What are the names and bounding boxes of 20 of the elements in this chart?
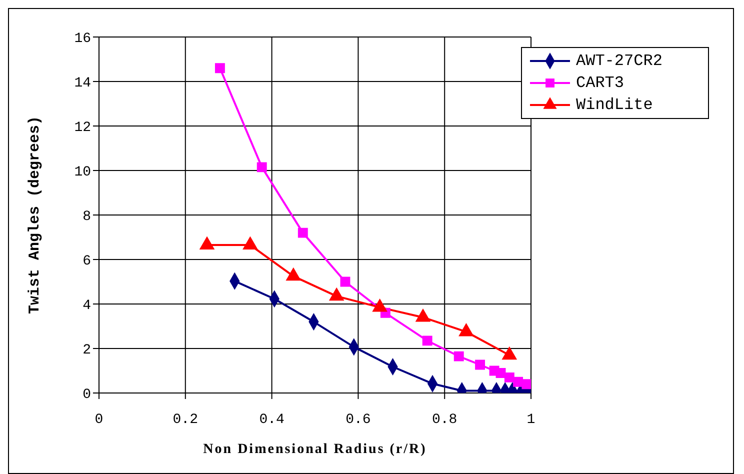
x-tick-label: 0.6 [346,412,371,428]
x-axis-title: Non Dimensional Radius (r/R) [203,442,427,457]
y-tick-label: 14 [74,75,91,92]
x-tick-label: 0.2 [172,412,198,428]
y-tick-label: 12 [74,120,91,136]
x-tick-label: 0.4 [259,412,284,428]
y-tick-label: 10 [74,164,91,180]
x-tick-label: 0.8 [432,412,458,428]
y-tick-label: 4 [82,298,91,314]
y-tick-label: 16 [74,30,91,47]
y-tick-label: 8 [82,208,91,225]
x-tick-label: 1 [526,412,536,428]
y-tick-label: 2 [82,342,91,358]
y-tick-label: 0 [82,386,91,403]
legend-label: AWT-27CR2 [576,51,662,72]
legend-label: CART3 [576,73,624,94]
y-tick-label: 6 [82,253,91,270]
x-tick-label: 0 [94,412,104,428]
legend-label: WindLite [576,95,653,116]
y-axis-title: Twist Angles (degrees) [26,116,44,314]
